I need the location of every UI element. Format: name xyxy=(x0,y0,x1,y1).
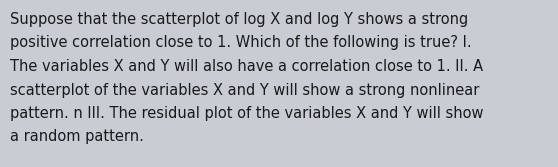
Text: scatterplot of the variables X and Y will show a strong nonlinear: scatterplot of the variables X and Y wil… xyxy=(10,82,479,98)
Text: pattern. n III. The residual plot of the variables X and Y will show: pattern. n III. The residual plot of the… xyxy=(10,106,483,121)
Text: positive correlation close to 1. Which of the following is true? I.: positive correlation close to 1. Which o… xyxy=(10,36,472,50)
Text: Suppose that the scatterplot of log X and log Y shows a strong: Suppose that the scatterplot of log X an… xyxy=(10,12,468,27)
Text: a random pattern.: a random pattern. xyxy=(10,129,144,144)
Text: The variables X and Y will also have a correlation close to 1. II. A: The variables X and Y will also have a c… xyxy=(10,59,483,74)
